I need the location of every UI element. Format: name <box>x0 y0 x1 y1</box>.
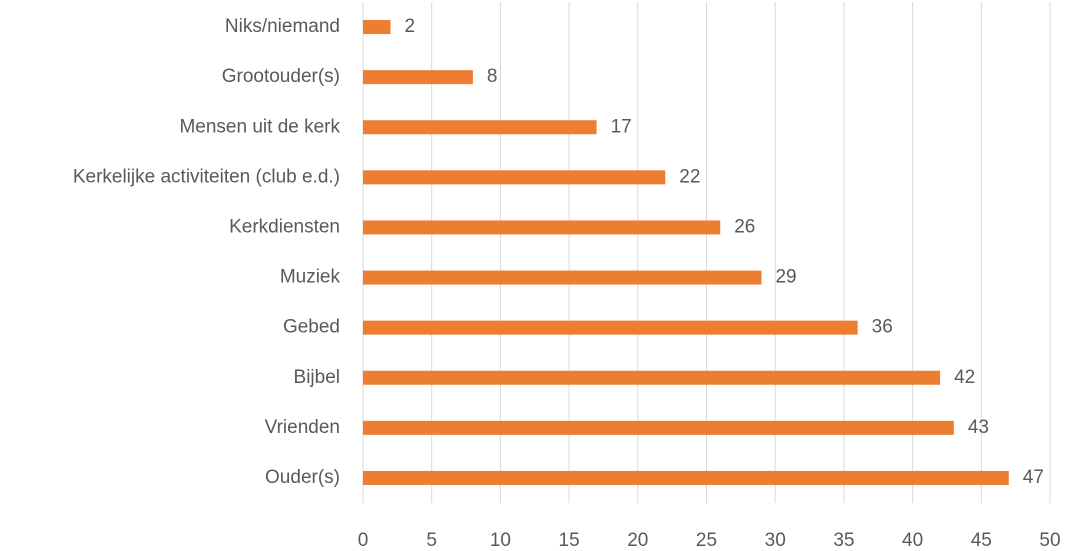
x-tick-label: 15 <box>559 530 580 551</box>
bar <box>363 20 391 35</box>
bar <box>363 170 666 185</box>
y-tick-label: Niks/niemand <box>225 16 340 37</box>
data-label: 26 <box>734 216 755 237</box>
y-tick-label: Kerkelijke activiteiten (club e.d.) <box>73 166 340 187</box>
data-label: 36 <box>872 317 893 338</box>
x-tick-label: 10 <box>490 530 511 551</box>
bar <box>363 70 473 85</box>
data-label: 17 <box>611 116 632 137</box>
x-tick-label: 45 <box>971 530 992 551</box>
x-tick-label: 25 <box>696 530 717 551</box>
y-tick-label: Muziek <box>280 267 341 288</box>
bar <box>363 220 721 235</box>
bar <box>363 470 1009 485</box>
x-tick-label: 50 <box>1039 530 1060 551</box>
y-tick-label: Ouder(s) <box>265 467 340 488</box>
data-label: 29 <box>775 267 796 288</box>
x-tick-label: 30 <box>765 530 786 551</box>
x-tick-label: 5 <box>426 530 437 551</box>
bar <box>363 370 941 385</box>
data-label: 42 <box>954 367 975 388</box>
data-label: 47 <box>1023 467 1044 488</box>
y-tick-label: Vrienden <box>265 417 340 438</box>
data-label: 22 <box>679 166 700 187</box>
data-label: 43 <box>968 417 989 438</box>
bar <box>363 270 762 285</box>
bar <box>363 120 597 135</box>
y-tick-label: Bijbel <box>294 367 340 388</box>
bar <box>363 420 954 435</box>
y-tick-label: Kerkdiensten <box>229 216 340 237</box>
y-tick-label: Mensen uit de kerk <box>179 116 340 137</box>
x-tick-label: 40 <box>902 530 923 551</box>
x-tick-label: 20 <box>627 530 648 551</box>
y-tick-label: Grootouder(s) <box>222 66 340 87</box>
x-tick-label: 35 <box>833 530 854 551</box>
data-label: 8 <box>487 66 498 87</box>
data-label: 2 <box>404 16 415 37</box>
x-tick-label: 0 <box>358 530 369 551</box>
bar <box>363 320 858 335</box>
y-tick-label: Gebed <box>283 317 340 338</box>
